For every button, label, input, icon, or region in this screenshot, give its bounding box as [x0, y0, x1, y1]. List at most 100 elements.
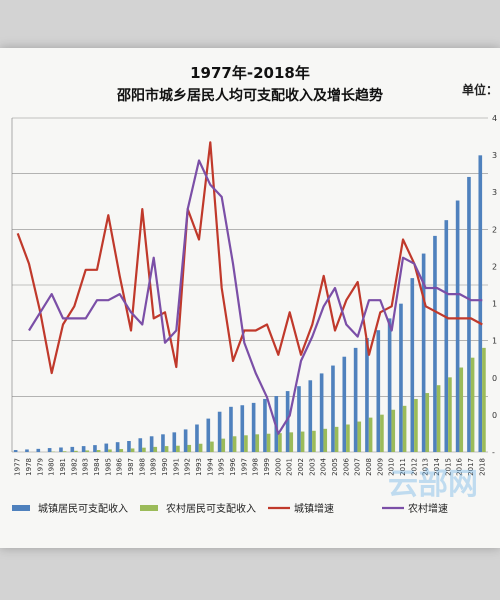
x-tick-label: 1986	[116, 457, 124, 475]
x-tick-label: 1990	[161, 458, 169, 476]
x-tick-label: 1983	[82, 458, 90, 476]
bar-rural	[96, 450, 101, 452]
x-tick-label: 1991	[172, 458, 180, 476]
bar-urban	[308, 380, 313, 452]
x-tick-label: 2014	[433, 457, 441, 475]
x-tick-label: 2002	[297, 458, 305, 476]
bar-urban	[25, 449, 29, 452]
bar-rural	[187, 444, 192, 452]
bar-rural	[130, 448, 135, 452]
x-tick-label: 1987	[127, 458, 135, 476]
bar-urban	[183, 429, 188, 452]
bar-urban	[195, 424, 199, 452]
x-tick-label: 1997	[240, 458, 248, 476]
bar-urban	[319, 373, 324, 452]
x-tick-label: 1979	[36, 458, 44, 476]
x-tick-label: 1993	[195, 458, 203, 476]
x-tick-label: 1980	[48, 458, 56, 476]
chart-paper: 1977年-2018年 邵阳市城乡居民人均可支配收入及增长趋势 单位： 4 3 3 2…	[0, 48, 500, 548]
x-tick-label: 2016	[456, 457, 464, 475]
bar-urban	[104, 443, 109, 452]
bar-rural	[85, 450, 90, 452]
bar-urban	[353, 347, 358, 452]
bar-rural	[164, 446, 169, 452]
bar-urban	[433, 235, 437, 452]
x-tick-label: 1984	[93, 457, 101, 475]
bar-urban	[93, 445, 97, 452]
legend-label: 城镇增速	[294, 502, 334, 515]
bar-rural	[436, 385, 441, 452]
x-tick-label: 1999	[263, 458, 271, 476]
x-tick-label: 2013	[422, 458, 430, 476]
right-tick-label: -	[492, 448, 495, 457]
bar-rural	[142, 447, 146, 452]
x-tick-label: 1992	[184, 458, 192, 476]
x-tick-label: 2001	[286, 458, 294, 476]
bar-urban	[399, 303, 403, 452]
bar-rural	[176, 445, 180, 452]
x-tick-label: 2009	[376, 458, 384, 476]
x-tick-label: 2004	[320, 457, 328, 475]
bar-urban	[229, 406, 233, 452]
bar-rural	[368, 417, 373, 452]
bar-urban	[13, 450, 18, 452]
bar-rural	[391, 409, 396, 452]
legend-label: 农村增速	[408, 502, 448, 515]
right-tick-label: 1	[492, 300, 497, 309]
x-tick-label: 1996	[229, 457, 237, 475]
bar-urban	[285, 391, 290, 452]
bar-rural	[210, 441, 214, 452]
bar-rural	[470, 357, 475, 452]
legend: 城镇居民可支配收入 农村居民可支配收入 城镇增速 农村增速	[12, 502, 448, 515]
bar-urban	[59, 447, 63, 452]
bar-rural	[414, 398, 418, 452]
x-tick-label: 2011	[399, 458, 407, 476]
bar-urban	[297, 386, 301, 452]
bar-rural	[425, 393, 430, 452]
line-urban-growth	[16, 141, 483, 375]
bar-rural	[482, 347, 486, 452]
x-tick-label: 1985	[104, 458, 112, 476]
chart-subtitle: 邵阳市城乡居民人均可支配收入及增长趋势	[116, 87, 383, 104]
income-chart: 1977年-2018年 邵阳市城乡居民人均可支配收入及增长趋势 单位： 4 3 3 2…	[11, 64, 498, 515]
bar-rural	[108, 449, 112, 452]
bar-urban	[206, 418, 211, 452]
bar-urban	[161, 434, 165, 452]
x-tick-label: 1994	[206, 457, 214, 475]
bar-rural	[459, 367, 464, 452]
bar-urban	[421, 253, 426, 452]
x-tick-label: 2010	[388, 458, 396, 476]
right-tick-label: 0	[492, 374, 497, 383]
x-tick-label: 2007	[354, 458, 362, 476]
right-tick-label: 2	[492, 262, 497, 271]
right-tick-label: 4	[492, 114, 497, 123]
x-tick-label: 2008	[365, 458, 373, 476]
bar-urban	[342, 356, 347, 452]
bar-rural	[278, 433, 282, 452]
bar-urban	[365, 338, 369, 452]
bar-urban	[149, 436, 154, 452]
right-tick-label: 1	[492, 337, 497, 346]
bar-rural	[244, 435, 248, 452]
x-tick-label: 2012	[410, 458, 418, 476]
bar-urban	[410, 278, 415, 452]
bar-rural	[380, 414, 384, 452]
bar-urban	[217, 411, 222, 452]
x-tick-label: 1995	[218, 458, 226, 476]
bar-urban	[376, 330, 381, 452]
bar-rural	[448, 377, 452, 452]
x-tick-label: 1988	[138, 458, 146, 476]
x-tick-label: 1977	[14, 458, 22, 476]
bar-rural	[402, 405, 407, 452]
bar-rural	[119, 449, 124, 452]
unit-label: 单位：	[462, 82, 498, 97]
bar-urban	[478, 155, 483, 452]
bar-rural	[255, 434, 260, 452]
bar-urban	[47, 448, 52, 452]
bar-urban	[455, 200, 460, 452]
bar-urban	[172, 432, 177, 452]
right-tick-label: 3	[492, 151, 497, 160]
bar-rural	[300, 431, 305, 452]
right-tick-label: 0	[492, 411, 497, 420]
bar-urban	[70, 446, 75, 452]
